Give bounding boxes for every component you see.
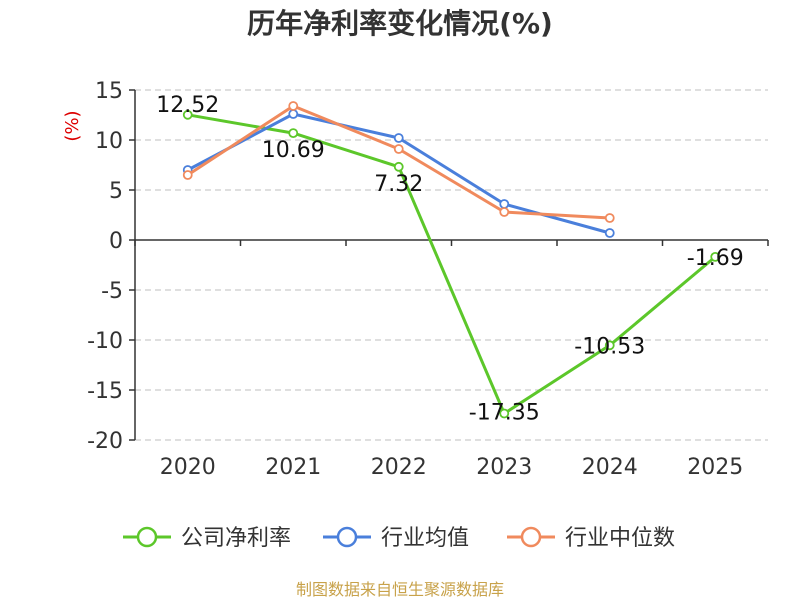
data-point bbox=[393, 133, 404, 143]
data-point bbox=[499, 199, 510, 209]
legend-marker bbox=[336, 526, 358, 548]
y-axis-label: (%) bbox=[62, 110, 83, 141]
legend-label: 公司净利率 bbox=[181, 526, 291, 551]
data-point bbox=[604, 228, 615, 238]
data-point bbox=[393, 161, 404, 172]
x-tick-label: 2020 bbox=[160, 455, 216, 480]
y-tick-label: -5 bbox=[101, 279, 123, 304]
x-tick-label: 2024 bbox=[582, 455, 638, 480]
y-tick-label: 15 bbox=[95, 79, 123, 104]
y-tick-label: -15 bbox=[87, 379, 123, 404]
data-point bbox=[604, 213, 615, 223]
legend-label: 行业中位数 bbox=[565, 526, 675, 551]
x-tick-label: 2023 bbox=[476, 455, 532, 480]
y-tick-label: 0 bbox=[109, 229, 123, 254]
x-tick-label: 2025 bbox=[687, 455, 743, 480]
gridlines bbox=[135, 89, 768, 441]
legend-label: 行业均值 bbox=[381, 526, 469, 551]
data-source-note: 制图数据来自恒生聚源数据库 bbox=[296, 580, 504, 599]
data-point bbox=[182, 109, 193, 120]
data-label: -17.35 bbox=[469, 401, 540, 426]
series-line bbox=[187, 113, 717, 415]
y-tick-label: 10 bbox=[95, 129, 123, 154]
data-point bbox=[393, 144, 404, 154]
data-label: 12.52 bbox=[156, 93, 219, 118]
legend-marker bbox=[136, 526, 158, 548]
data-point bbox=[288, 128, 299, 139]
data-labels: 12.52 10.69 7.32 -17.35 -10.53 -1.69 bbox=[156, 93, 743, 426]
series-lines bbox=[182, 101, 721, 419]
y-tick-label: -20 bbox=[87, 429, 123, 454]
data-point bbox=[288, 109, 299, 119]
legend[interactable]: 公司净利率 行业均值 行业中位数 bbox=[123, 526, 675, 551]
data-point bbox=[288, 101, 299, 111]
y-tick-label: 5 bbox=[109, 179, 123, 204]
y-tick-label: -10 bbox=[87, 329, 123, 354]
data-point bbox=[604, 340, 615, 351]
data-point bbox=[182, 170, 193, 180]
x-tick-label: 2022 bbox=[371, 455, 427, 480]
data-point bbox=[710, 251, 721, 262]
x-tick-label: 2021 bbox=[265, 455, 321, 480]
data-label: 7.32 bbox=[374, 172, 423, 197]
legend-marker bbox=[520, 526, 542, 548]
data-point bbox=[499, 408, 510, 419]
data-label: -10.53 bbox=[574, 334, 645, 359]
data-point bbox=[499, 207, 510, 217]
data-label: -1.69 bbox=[687, 246, 744, 271]
axes: 15 10 5 0 -5 -10 -15 -20 2020 2021 2022 2023 2024 202… bbox=[87, 79, 769, 480]
data-label: 10.69 bbox=[262, 138, 325, 163]
chart-title: 历年净利率变化情况(%) bbox=[247, 7, 553, 40]
